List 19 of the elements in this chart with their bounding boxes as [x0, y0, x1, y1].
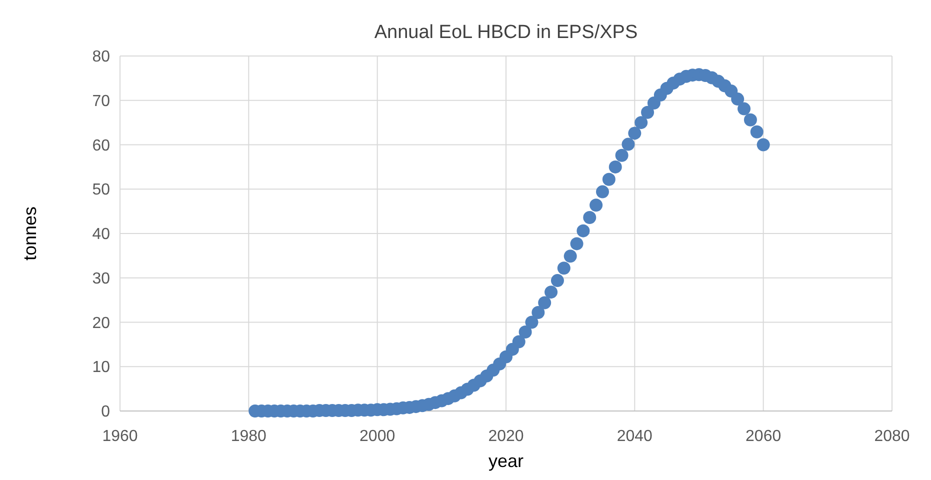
y-tick-label: 0 — [101, 404, 110, 421]
y-tick-label: 10 — [92, 359, 110, 376]
y-tick-label: 60 — [92, 137, 110, 154]
y-tick-label: 70 — [92, 92, 110, 110]
x-tick-label: 2060 — [746, 428, 782, 445]
x-axis-title: year — [488, 451, 524, 471]
x-tick-label: 2020 — [488, 428, 524, 445]
x-tick-label: 1960 — [102, 428, 138, 445]
chart-title: Annual EoL HBCD in EPS/XPS — [374, 22, 638, 43]
x-tick-label: 1980 — [230, 428, 267, 445]
y-tick-label: 30 — [92, 270, 110, 288]
y-tick-label: 50 — [92, 182, 110, 199]
y-axis-title: tonnes — [20, 206, 40, 261]
y-tick-label: 40 — [92, 226, 110, 244]
x-tick-label: 2040 — [616, 428, 653, 445]
y-tick-label: 20 — [92, 314, 110, 332]
x-tick-label: 2080 — [874, 428, 910, 445]
x-tick-label: 2000 — [360, 428, 396, 445]
y-tick-label: 80 — [92, 48, 110, 66]
